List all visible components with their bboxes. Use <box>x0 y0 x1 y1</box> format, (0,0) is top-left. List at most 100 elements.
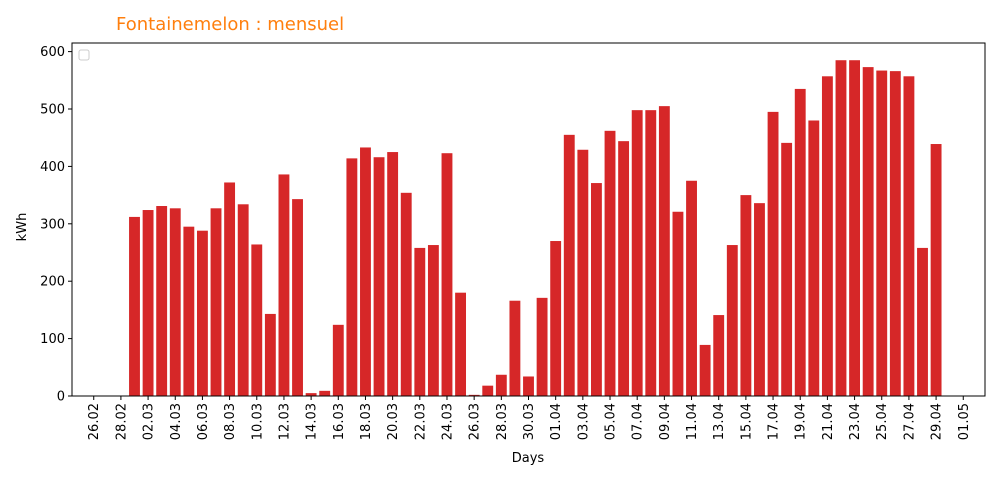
bar <box>849 60 861 396</box>
bar <box>387 152 399 396</box>
bar <box>373 157 385 396</box>
bar <box>319 390 331 396</box>
bar <box>808 120 820 397</box>
x-tick-label: 19.04 <box>794 403 809 440</box>
bar <box>821 76 833 397</box>
bar <box>278 174 290 396</box>
bar <box>767 111 779 396</box>
bar <box>590 183 602 396</box>
bar <box>251 244 263 396</box>
bar <box>264 313 276 396</box>
y-axis-label: kWh <box>15 213 30 242</box>
x-tick-label: 02.03 <box>142 403 157 440</box>
bar <box>183 226 195 396</box>
bar <box>604 130 616 396</box>
x-tick-label: 09.04 <box>658 403 673 440</box>
y-tick-label: 300 <box>40 217 65 232</box>
x-tick-label: 22.03 <box>413 403 428 440</box>
bar <box>414 247 426 396</box>
bar <box>169 208 181 396</box>
x-tick-label: 23.04 <box>848 403 863 440</box>
bar <box>196 230 208 396</box>
bar <box>794 88 806 396</box>
x-tick-label: 13.04 <box>712 403 727 440</box>
bar <box>156 206 168 396</box>
bar <box>346 158 358 396</box>
chart-title: Fontainemelon : mensuel <box>116 14 344 35</box>
bar <box>672 211 684 396</box>
bar <box>210 208 222 396</box>
bar <box>495 374 507 396</box>
x-tick-label: 27.04 <box>902 403 917 440</box>
bar <box>740 195 752 396</box>
x-tick-label: 28.03 <box>495 403 510 440</box>
x-tick-label: 26.02 <box>87 403 102 440</box>
x-tick-label: 17.04 <box>767 403 782 440</box>
x-tick-label: 07.04 <box>631 403 646 440</box>
bar <box>455 292 467 396</box>
bar <box>224 182 236 396</box>
bar <box>468 394 480 396</box>
x-tick-label: 04.03 <box>169 403 184 440</box>
bar <box>332 324 344 396</box>
bar <box>903 76 915 397</box>
bar <box>726 245 738 396</box>
x-tick-label: 03.04 <box>576 403 591 440</box>
x-tick-label: 20.03 <box>386 403 401 440</box>
y-tick-label: 0 <box>57 390 65 405</box>
bar <box>305 393 317 396</box>
x-tick-label: 08.03 <box>223 403 238 440</box>
bar <box>658 106 670 396</box>
x-tick-label: 06.03 <box>196 403 211 440</box>
bar <box>835 60 847 396</box>
y-tick-label: 600 <box>40 45 65 60</box>
x-tick-label: 29.04 <box>930 403 945 440</box>
bar <box>292 199 303 396</box>
x-tick-label: 21.04 <box>821 403 836 440</box>
x-tick-label: 30.03 <box>522 403 537 440</box>
x-tick-label: 12.03 <box>277 403 292 440</box>
bar <box>563 134 575 396</box>
y-tick-label: 500 <box>40 103 65 118</box>
bar <box>699 344 711 396</box>
bar <box>129 216 140 396</box>
x-axis-label: Days <box>512 451 545 466</box>
bar <box>781 142 793 396</box>
bar <box>889 71 901 396</box>
bar <box>400 192 412 396</box>
x-tick-label: 01.04 <box>549 403 564 440</box>
bar <box>713 315 725 396</box>
bar <box>360 147 371 396</box>
bar <box>686 180 697 396</box>
bar <box>577 149 589 396</box>
x-tick-label: 14.03 <box>305 403 320 440</box>
bar <box>142 210 154 396</box>
bar <box>482 385 494 396</box>
x-tick-label: 26.03 <box>468 403 483 440</box>
bar <box>862 67 874 397</box>
x-tick-label: 01.05 <box>957 403 972 440</box>
y-tick-label: 100 <box>40 332 65 347</box>
bar <box>930 144 942 396</box>
bar <box>536 297 548 396</box>
bar <box>237 204 249 396</box>
bar <box>427 245 439 396</box>
y-tick-label: 200 <box>40 275 65 290</box>
bar <box>509 300 521 396</box>
x-tick-label: 18.03 <box>359 403 374 440</box>
bar <box>523 376 534 396</box>
bar <box>550 241 562 396</box>
x-tick-label: 05.04 <box>604 403 619 440</box>
x-tick-label: 24.03 <box>440 403 455 440</box>
bar <box>645 110 657 396</box>
x-tick-label: 11.04 <box>685 403 700 440</box>
bar <box>917 247 928 396</box>
y-tick-label: 400 <box>40 160 65 175</box>
x-tick-label: 25.04 <box>875 403 890 440</box>
plot-frame <box>71 42 986 397</box>
bar <box>618 141 630 396</box>
x-tick-label: 28.02 <box>114 403 129 440</box>
bar <box>441 153 453 396</box>
x-tick-label: 15.04 <box>739 403 754 440</box>
